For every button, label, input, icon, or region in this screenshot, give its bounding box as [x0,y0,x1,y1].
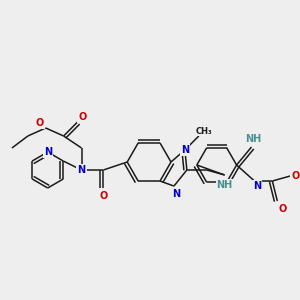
Text: O: O [78,112,87,122]
Text: NH: NH [245,134,262,144]
Text: O: O [278,204,286,214]
Text: N: N [172,189,180,199]
Text: CH₃: CH₃ [196,127,212,136]
Text: N: N [181,145,189,155]
Text: N: N [44,147,52,157]
Text: N: N [254,181,262,191]
Text: NH: NH [217,180,233,190]
Text: N: N [77,165,86,175]
Text: O: O [291,171,299,181]
Text: O: O [36,118,44,128]
Text: O: O [99,191,107,201]
